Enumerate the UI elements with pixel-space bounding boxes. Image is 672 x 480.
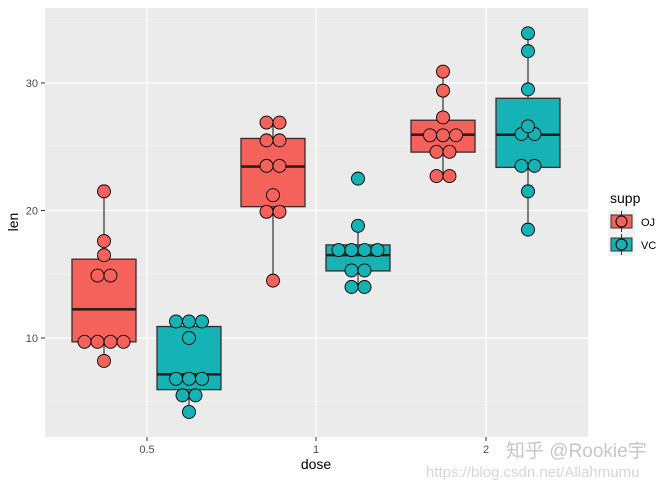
box-group-vc-2: [495, 26, 561, 237]
gridlines: [45, 8, 588, 437]
data-dot: [259, 115, 274, 130]
data-dot: [182, 314, 196, 329]
data-dot: [357, 243, 372, 257]
data-dot: [344, 280, 359, 294]
data-dot: [521, 44, 535, 59]
data-dot: [266, 273, 280, 288]
box: [495, 97, 561, 169]
data-dot: [103, 334, 118, 349]
data-dot: [195, 371, 209, 386]
legend-title: supp: [610, 190, 641, 206]
y-tick-label: 30: [26, 78, 38, 90]
data-dot: [259, 204, 274, 219]
data-dot: [77, 334, 92, 349]
data-dot: [97, 354, 111, 368]
legend-key-dot: [615, 215, 628, 228]
data-dot: [436, 110, 450, 125]
data-dot: [175, 388, 190, 403]
data-dot: [449, 128, 463, 143]
data-dot: [103, 268, 118, 283]
data-dot: [521, 82, 535, 97]
legend-key-dot: [615, 238, 628, 251]
data-dot: [436, 83, 450, 98]
box-group-vc-1: [325, 171, 391, 294]
legend: supp OJ VC: [608, 190, 656, 256]
data-dot: [344, 243, 359, 257]
data-dot: [182, 371, 196, 386]
watermark-text: 知乎 @Rookie宇: [506, 440, 647, 462]
x-tick-label: 2: [483, 444, 489, 456]
x-tick-label: 1: [313, 444, 319, 456]
data-dot: [272, 115, 287, 130]
data-dot: [442, 169, 457, 184]
data-dot: [90, 268, 105, 283]
data-dot: [272, 204, 287, 219]
data-dot: [357, 263, 372, 278]
box: [71, 258, 137, 343]
data-dot: [442, 144, 457, 159]
y-axis-title: len: [5, 213, 21, 232]
data-dot: [195, 314, 209, 329]
data-dot: [259, 158, 274, 173]
data-dot: [272, 133, 287, 148]
legend-label-oj: OJ: [641, 217, 655, 229]
data-dot: [272, 158, 287, 173]
data-dot: [521, 184, 535, 199]
data-dot: [351, 171, 365, 186]
data-dot: [527, 158, 542, 173]
box-group-oj-0.5: [71, 184, 137, 368]
y-tick-label: 20: [26, 206, 38, 218]
data-dot: [423, 128, 437, 143]
data-dot: [344, 263, 359, 278]
data-dot: [116, 334, 131, 349]
data-dot: [429, 144, 444, 159]
data-dot: [370, 243, 385, 257]
axis-ticks: 10 20 30 0.5 1 2: [26, 78, 489, 456]
data-dot: [188, 388, 203, 403]
data-dot: [429, 169, 444, 184]
data-dot: [436, 128, 450, 143]
data-dot: [521, 222, 535, 237]
data-dot: [521, 26, 535, 41]
box-group-vc-0.5: [156, 314, 222, 419]
data-dot: [97, 184, 111, 199]
box-group-oj-1: [240, 115, 306, 288]
data-dot: [90, 334, 105, 349]
data-dot: [182, 405, 196, 419]
chart-marks: [71, 26, 561, 419]
data-dot: [436, 64, 450, 79]
data-dot: [97, 248, 111, 263]
data-dot: [169, 314, 183, 329]
data-dot: [351, 218, 365, 233]
legend-label-vc: VC: [641, 240, 656, 252]
watermark-url: https://blog.csdn.net/Allahmumu: [426, 464, 639, 480]
data-dot: [169, 371, 183, 386]
data-dot: [97, 234, 111, 249]
x-tick-label: 0.5: [139, 444, 154, 456]
data-dot: [259, 133, 274, 148]
data-dot: [357, 280, 372, 294]
box-group-oj-2: [410, 64, 476, 184]
data-dot: [266, 188, 280, 203]
data-dot: [521, 119, 535, 134]
data-dot: [514, 158, 529, 173]
data-dot: [331, 243, 346, 257]
y-tick-label: 10: [26, 333, 38, 345]
data-dot: [182, 331, 196, 345]
x-axis-title: dose: [301, 456, 332, 472]
